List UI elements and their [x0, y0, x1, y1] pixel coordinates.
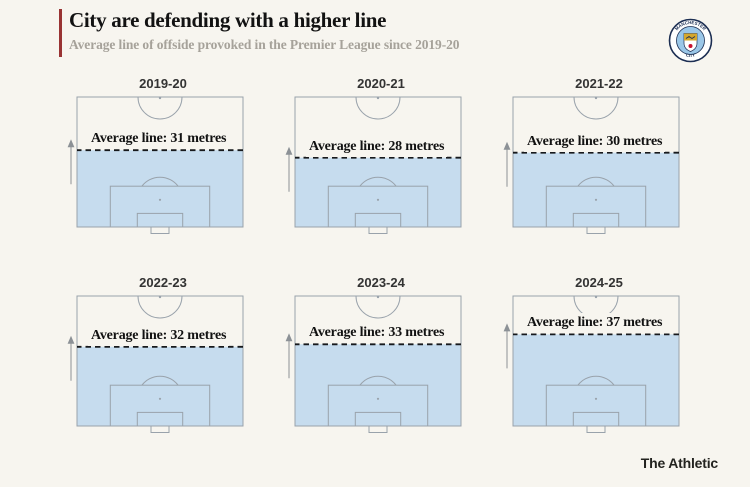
pitch-panel-2021-22: 2021-22 Average line: 30 metres	[497, 74, 687, 238]
penalty-arc	[577, 176, 615, 187]
penalty-arc	[359, 176, 397, 187]
penalty-spot	[376, 198, 380, 201]
header-accent-bar	[59, 9, 62, 57]
centre-spot	[158, 295, 162, 299]
defensive-zone-fill	[295, 157, 461, 227]
pitch-diagram-wrap: Average line: 28 metres	[279, 96, 469, 238]
pitch-diagram-wrap: Average line: 30 metres	[497, 96, 687, 238]
defensive-zone-fill	[513, 152, 679, 227]
direction-arrow-head	[67, 139, 75, 148]
pitch-diagram	[67, 295, 244, 433]
season-label: 2021-22	[575, 76, 623, 91]
season-label: 2024-25	[575, 275, 623, 290]
pitch-diagram	[503, 96, 680, 234]
penalty-arc	[359, 375, 397, 386]
average-line-label: Average line: 30 metres	[524, 131, 666, 152]
centre-circle-arc	[573, 96, 619, 120]
direction-arrow-head	[503, 141, 511, 150]
centre-spot	[376, 295, 380, 299]
pitch-diagram	[285, 295, 462, 433]
goal	[586, 226, 606, 234]
penalty-spot	[158, 397, 162, 400]
goal	[150, 226, 170, 234]
direction-arrow-head	[285, 146, 293, 155]
page-title: City are defending with a higher line	[69, 8, 387, 32]
centre-spot	[158, 96, 162, 100]
page-subtitle: Average line of offside provoked in the …	[69, 37, 460, 52]
penalty-arc	[141, 176, 179, 187]
pitch-diagram	[285, 96, 462, 234]
badge-shield-gold-section	[684, 33, 697, 41]
penalty-arc	[141, 375, 179, 386]
season-label: 2019-20	[139, 76, 187, 91]
penalty-spot	[594, 198, 598, 201]
goal	[150, 425, 170, 433]
penalty-spot	[594, 397, 598, 400]
centre-spot	[594, 96, 598, 100]
average-line-label: Average line: 32 metres	[88, 325, 230, 346]
centre-spot	[594, 295, 598, 299]
pitch-diagram-wrap: Average line: 31 metres	[61, 96, 251, 238]
average-line-label: Average line: 28 metres	[306, 136, 448, 157]
centre-spot	[376, 96, 380, 100]
season-label: 2020-21	[357, 76, 405, 91]
direction-arrow-head	[503, 323, 511, 332]
pitch-panels-grid: 2019-20 Average line: 31 metres 2020-21 …	[61, 74, 687, 437]
defensive-zone-fill	[77, 150, 243, 227]
badge-ship-mark	[685, 36, 696, 39]
pitch-panel-2023-24: 2023-24 Average line: 33 metres	[279, 273, 469, 437]
goal	[368, 226, 388, 234]
centre-circle-arc	[137, 96, 183, 120]
direction-arrow-head	[67, 335, 75, 344]
pitch-panel-2019-20: 2019-20 Average line: 31 metres	[61, 74, 251, 238]
pitch-diagram	[67, 96, 244, 234]
centre-circle-arc	[137, 295, 183, 319]
pitch-diagram	[503, 295, 680, 433]
season-label: 2023-24	[357, 275, 405, 290]
penalty-spot	[376, 397, 380, 400]
pitch-panel-2024-25: 2024-25 Average line: 37 metres	[497, 273, 687, 437]
pitch-panel-2022-23: 2022-23 Average line: 32 metres	[61, 273, 251, 437]
badge-bottom-text: CITY	[685, 52, 695, 58]
average-line-label: Average line: 31 metres	[88, 129, 230, 150]
penalty-arc	[577, 375, 615, 386]
average-line-label: Average line: 37 metres	[524, 313, 666, 334]
defensive-zone-fill	[77, 346, 243, 426]
centre-circle-arc	[355, 295, 401, 319]
goal	[586, 425, 606, 433]
pitch-diagram-wrap: Average line: 32 metres	[61, 295, 251, 437]
direction-arrow-head	[285, 333, 293, 342]
manchester-city-badge-icon: MANCHESTER CITY	[668, 18, 713, 63]
season-label: 2022-23	[139, 275, 187, 290]
goal	[368, 425, 388, 433]
badge-red-rose	[688, 44, 693, 48]
defensive-zone-fill	[513, 334, 679, 426]
the-athletic-logo: The Athletic	[640, 455, 718, 471]
pitch-panel-2020-21: 2020-21 Average line: 28 metres	[279, 74, 469, 238]
pitch-diagram-wrap: Average line: 37 metres	[497, 295, 687, 437]
centre-circle-arc	[355, 96, 401, 120]
average-line-label: Average line: 33 metres	[306, 323, 448, 344]
pitch-diagram-wrap: Average line: 33 metres	[279, 295, 469, 437]
penalty-spot	[158, 198, 162, 201]
